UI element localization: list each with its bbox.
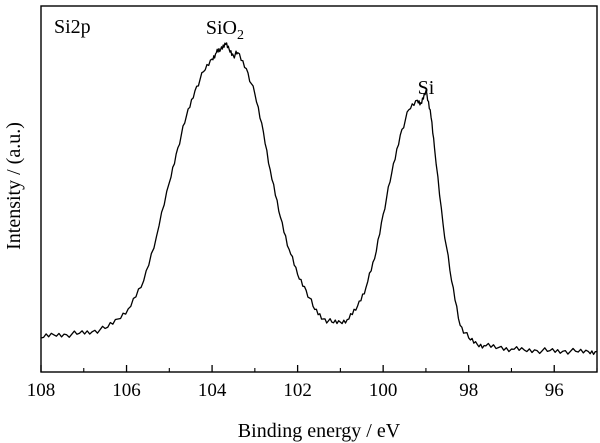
x-tick-label: 96	[545, 380, 564, 401]
panel-label: Si2p	[54, 16, 91, 38]
x-tick-label: 106	[112, 380, 141, 401]
x-tick-label: 102	[283, 380, 312, 401]
x-tick-label: 108	[27, 380, 56, 401]
si2p-spectrum-line	[40, 42, 597, 356]
si-peak-label: Si	[418, 77, 435, 99]
sio2-peak-label-subscript: 2	[237, 28, 244, 43]
x-tick-label: 98	[459, 380, 478, 401]
sio2-peak-label-main: SiO	[206, 17, 237, 39]
x-axis-tick-labels: 108 106 104 102 100 98 96	[27, 380, 564, 401]
x-tick-label: 104	[198, 380, 227, 401]
plot-frame	[40, 5, 598, 373]
x-axis-title: Binding energy / eV	[238, 420, 401, 442]
sio2-peak-label: SiO2	[206, 17, 244, 43]
x-tick-label: 100	[369, 380, 398, 401]
y-axis-title: Intensity / (a.u.)	[3, 122, 25, 250]
x-axis-ticks	[40, 365, 598, 372]
